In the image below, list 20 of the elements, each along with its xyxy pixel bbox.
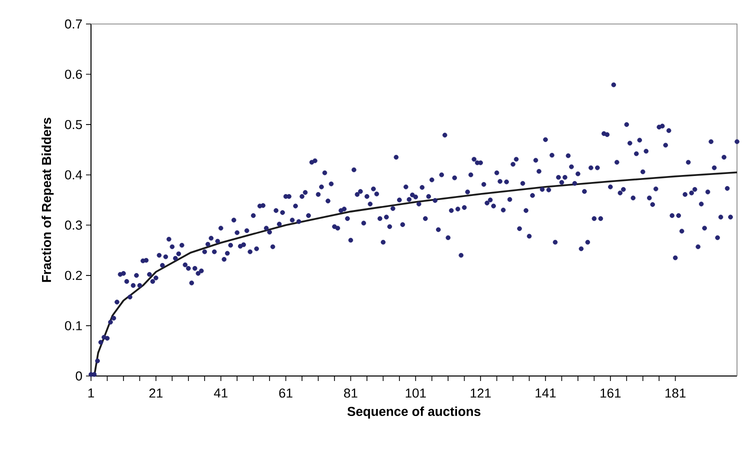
x-axis-title: Sequence of auctions <box>347 406 480 419</box>
y-axis-title: Fraction of Repeat Bidders <box>42 118 54 282</box>
x-tick-label: 1 <box>88 388 94 398</box>
y-tick-label: 0.7 <box>64 19 82 29</box>
x-tick-label: 21 <box>149 388 163 398</box>
x-tick-label: 141 <box>536 388 556 398</box>
x-tick-label: 101 <box>406 388 426 398</box>
x-tick-label: 81 <box>344 388 358 398</box>
y-tick-label: 0.4 <box>64 170 82 180</box>
x-tick-label: 41 <box>214 388 228 398</box>
y-tick-label: 0.5 <box>64 120 82 130</box>
x-tick-label: 161 <box>600 388 621 398</box>
x-tick-label: 61 <box>279 388 292 398</box>
y-tick-label: 0.2 <box>64 270 82 280</box>
y-tick-label: 0.6 <box>64 70 82 79</box>
x-tick-label: 121 <box>470 388 491 398</box>
y-tick-label: 0 <box>76 371 82 381</box>
y-tick-label: 0.1 <box>64 321 82 330</box>
x-tick-label: 181 <box>666 388 686 398</box>
y-tick-label: 0.3 <box>64 220 82 230</box>
